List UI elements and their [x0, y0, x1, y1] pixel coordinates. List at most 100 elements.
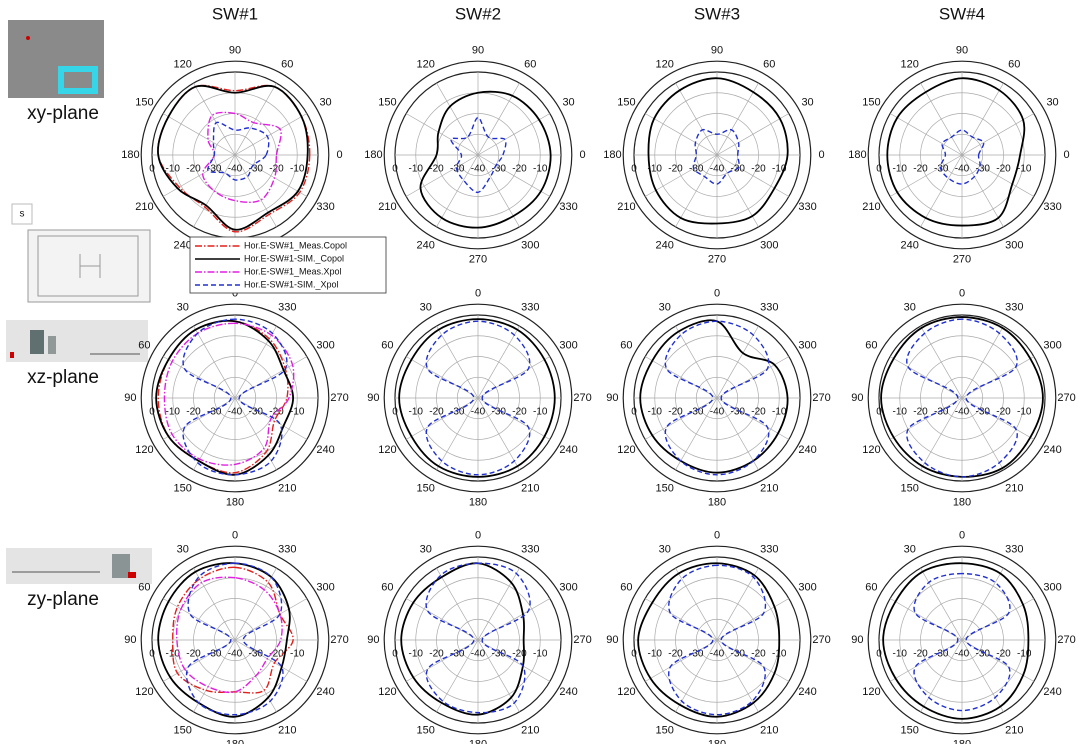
grid-spoke	[921, 83, 963, 155]
radial-tick-label: -20	[751, 164, 766, 175]
angle-tick-label: 90	[124, 392, 136, 404]
polar-plot: 0306090120150180210240270300330-40-30-30…	[606, 287, 830, 508]
schematic-thumbnail	[28, 230, 150, 302]
polar-plot: 0306090120150180210240270300330-40-30-30…	[851, 529, 1075, 744]
legend-label: Hor.E-SW#1_Meas.Xpol	[244, 266, 342, 276]
angle-tick-label: 300	[559, 340, 577, 352]
radial-tick-label: -10	[533, 407, 548, 418]
radial-tick-label: 0	[392, 164, 398, 175]
radial-tick-label: -30	[450, 164, 465, 175]
angle-tick-label: 60	[865, 340, 877, 352]
radial-tick-label: -20	[751, 407, 766, 418]
angle-tick-label: 210	[1005, 724, 1023, 736]
grid-spoke	[717, 114, 789, 156]
grid-spoke	[235, 155, 307, 197]
angle-tick-label: 210	[135, 201, 153, 213]
polar-plot: 0306090120150180210240270300330-40-30-30…	[848, 44, 1069, 265]
grid-spoke	[194, 326, 236, 398]
angle-tick-label: 60	[381, 582, 393, 594]
radial-tick-label: -10	[409, 407, 424, 418]
grid-spoke	[235, 83, 277, 155]
angle-tick-label: 180	[364, 149, 382, 161]
radial-tick-label: -40	[955, 164, 970, 175]
angle-tick-label: 60	[620, 340, 632, 352]
angle-tick-label: 0	[714, 287, 720, 299]
grid-spoke	[645, 114, 717, 156]
angle-tick-label: 30	[659, 301, 671, 313]
column-title: SW#2	[455, 4, 501, 23]
angle-tick-label: 30	[562, 97, 574, 109]
grid-spoke	[163, 357, 235, 399]
radial-tick-label: -20	[668, 407, 683, 418]
radial-tick-label: -20	[996, 164, 1011, 175]
angle-tick-label: 270	[1057, 392, 1075, 404]
radial-tick-label: -40	[471, 407, 486, 418]
grid-spoke	[163, 114, 235, 156]
angle-tick-label: 300	[760, 239, 778, 251]
polar-plot: 0306090120150180210240270300330-40-30-30…	[606, 529, 830, 744]
angle-tick-label: 270	[953, 253, 971, 265]
radial-tick-label: -10	[893, 164, 908, 175]
angle-tick-label: 240	[1043, 686, 1061, 698]
grid-spoke	[406, 640, 478, 682]
angle-tick-label: 150	[174, 482, 192, 494]
radial-tick-label: -10	[1017, 649, 1032, 660]
angle-tick-label: 90	[472, 44, 484, 56]
radial-tick-label: -20	[668, 164, 683, 175]
angle-tick-label: 150	[174, 724, 192, 736]
radial-tick-label: -10	[290, 649, 305, 660]
angle-tick-label: 300	[798, 582, 816, 594]
angle-tick-label: 300	[1005, 239, 1023, 251]
polar-plot: 0306090120150180210240270300330-40-30-30…	[124, 529, 348, 744]
radial-tick-label: -10	[893, 649, 908, 660]
angle-tick-label: 300	[798, 340, 816, 352]
grid-spoke	[478, 83, 520, 155]
grid-spoke	[962, 398, 1034, 440]
angle-tick-label: 240	[901, 239, 919, 251]
angle-tick-label: 60	[763, 58, 775, 70]
radial-tick-label: 0	[392, 407, 398, 418]
angle-tick-label: 120	[656, 58, 674, 70]
radial-tick-label: -10	[533, 649, 548, 660]
grid-spoke	[406, 155, 478, 197]
grid-spoke	[478, 398, 550, 440]
angle-tick-label: 300	[316, 582, 334, 594]
angle-tick-label: 300	[1043, 340, 1061, 352]
angle-tick-label: 270	[330, 634, 348, 646]
polar-plot: 0306090120150180210240270300330-40-30-30…	[124, 287, 348, 508]
angle-tick-label: 240	[559, 444, 577, 456]
angle-tick-label: 180	[603, 149, 621, 161]
radial-tick-label: -10	[533, 164, 548, 175]
legend-label: Hor.E-SW#1-SIM._Xpol	[244, 279, 339, 289]
radial-tick-label: -40	[471, 164, 486, 175]
grid-spoke	[406, 357, 478, 399]
grid-spoke	[921, 326, 963, 398]
angle-tick-label: 150	[901, 482, 919, 494]
angle-tick-label: 330	[798, 201, 816, 213]
angle-tick-label: 0	[959, 529, 965, 541]
column-title: SW#4	[939, 4, 985, 23]
grid-spoke	[163, 155, 235, 197]
radial-tick-label: -20	[512, 407, 527, 418]
radial-tick-label: -10	[893, 407, 908, 418]
angle-tick-label: 60	[1008, 58, 1020, 70]
grid-spoke	[962, 155, 1034, 197]
angle-tick-label: 0	[714, 529, 720, 541]
grid-spoke	[645, 398, 717, 440]
grid-spoke	[890, 357, 962, 399]
radial-tick-label: -20	[913, 407, 928, 418]
angle-tick-label: 0	[475, 529, 481, 541]
angle-tick-label: 90	[851, 634, 863, 646]
radial-tick-label: 0	[149, 407, 155, 418]
grid-spoke	[717, 155, 789, 197]
grid-spoke	[478, 326, 520, 398]
grid-spoke	[717, 568, 759, 640]
grid-spoke	[478, 357, 550, 399]
angle-tick-label: 270	[708, 253, 726, 265]
grid-spoke	[235, 599, 307, 641]
radial-tick-label: -30	[249, 649, 264, 660]
grid-spoke	[676, 568, 718, 640]
angle-tick-label: 30	[659, 543, 671, 555]
angle-tick-label: 30	[801, 97, 813, 109]
pattern-line	[401, 563, 524, 715]
